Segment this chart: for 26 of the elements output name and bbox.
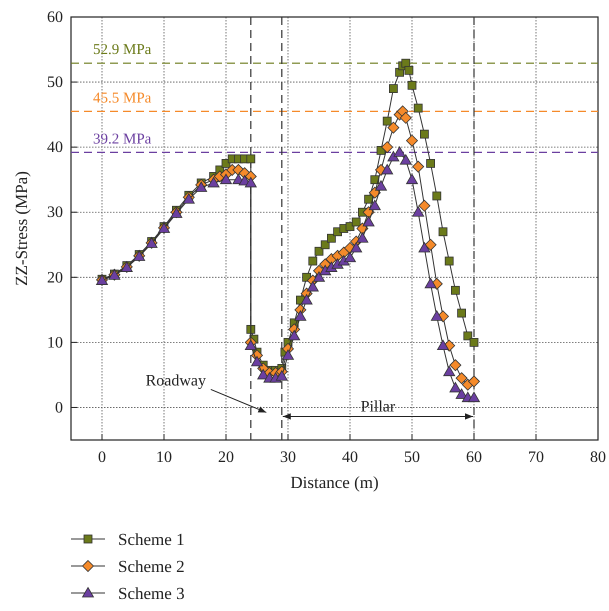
ref-line-label: 52.9 MPa xyxy=(93,42,152,58)
x-tick-label: 70 xyxy=(528,449,544,466)
x-tick-label: 40 xyxy=(342,449,358,466)
legend-label: Scheme 3 xyxy=(118,584,185,603)
y-tick-label: 60 xyxy=(47,9,63,26)
y-tick-label: 0 xyxy=(55,399,63,416)
y-axis-title: ZZ-Stress (MPa) xyxy=(12,171,31,286)
x-tick-label: 30 xyxy=(280,449,296,466)
x-axis-title: Distance (m) xyxy=(290,473,379,492)
annotation: Roadway xyxy=(146,372,206,390)
x-tick-label: 60 xyxy=(466,449,482,466)
annotation: Pillar xyxy=(360,398,396,416)
legend-label: Scheme 1 xyxy=(118,530,185,549)
ref-line-label: 39.2 MPa xyxy=(93,131,152,148)
y-tick-label: 20 xyxy=(47,269,63,286)
x-tick-label: 50 xyxy=(404,449,420,466)
y-tick-label: 40 xyxy=(47,139,63,156)
ref-line-label: 45.5 MPa xyxy=(93,90,152,106)
legend-label: Scheme 2 xyxy=(118,557,185,576)
y-tick-label: 10 xyxy=(47,334,63,352)
x-tick-label: 80 xyxy=(590,449,606,466)
y-tick-label: 50 xyxy=(47,74,63,92)
x-tick-label: 0 xyxy=(98,449,106,466)
x-tick-label: 20 xyxy=(218,449,234,466)
y-tick-label: 30 xyxy=(47,204,63,222)
x-tick-label: 10 xyxy=(156,449,172,466)
